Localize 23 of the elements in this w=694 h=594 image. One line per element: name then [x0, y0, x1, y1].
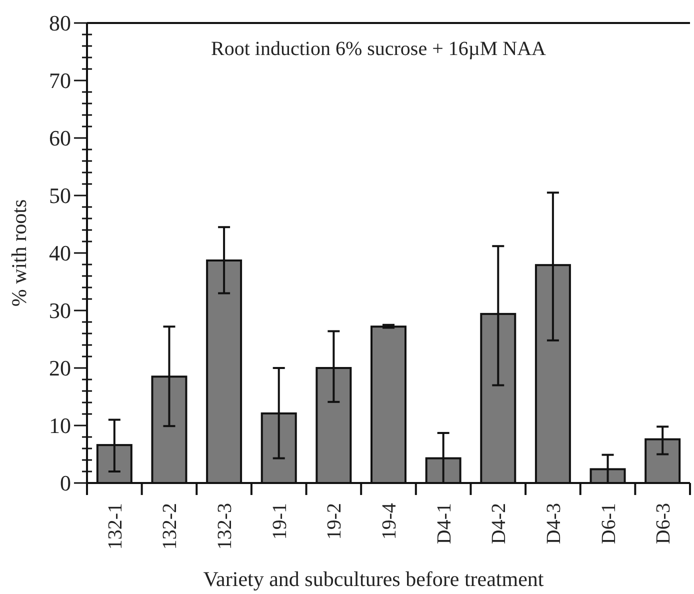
- x-axis-title: Variety and subcultures before treatment: [203, 567, 544, 591]
- x-tick-label: 19-2: [324, 503, 346, 540]
- y-tick-label: 40: [49, 240, 71, 266]
- y-tick-label: 30: [49, 298, 71, 324]
- y-tick-label: 0: [60, 470, 71, 496]
- x-tick-label: 19-1: [268, 503, 291, 540]
- x-tick-label: D6-1: [598, 503, 620, 544]
- y-tick-label: 20: [49, 356, 71, 381]
- x-tick-label: 132-2: [159, 503, 182, 550]
- y-tick-label: 10: [49, 413, 71, 438]
- x-tick-label: D4-1: [433, 503, 456, 544]
- y-tick-label: 80: [49, 10, 71, 36]
- y-axis-title: % with roots: [7, 199, 31, 307]
- x-tick-label: 132-1: [104, 503, 126, 550]
- y-tick-label: 50: [49, 183, 71, 208]
- x-tick-label: D4-3: [542, 503, 565, 544]
- x-tick-label: 132-3: [214, 503, 236, 550]
- x-tick-label: D6-3: [652, 503, 675, 544]
- x-tick-label: 19-4: [378, 503, 400, 540]
- x-tick-label: D4-2: [488, 503, 510, 544]
- text: Root induction 6% sucrose + 16µM NAA: [211, 38, 547, 60]
- y-tick-label: 70: [49, 68, 71, 94]
- y-tick-label: 60: [49, 126, 71, 151]
